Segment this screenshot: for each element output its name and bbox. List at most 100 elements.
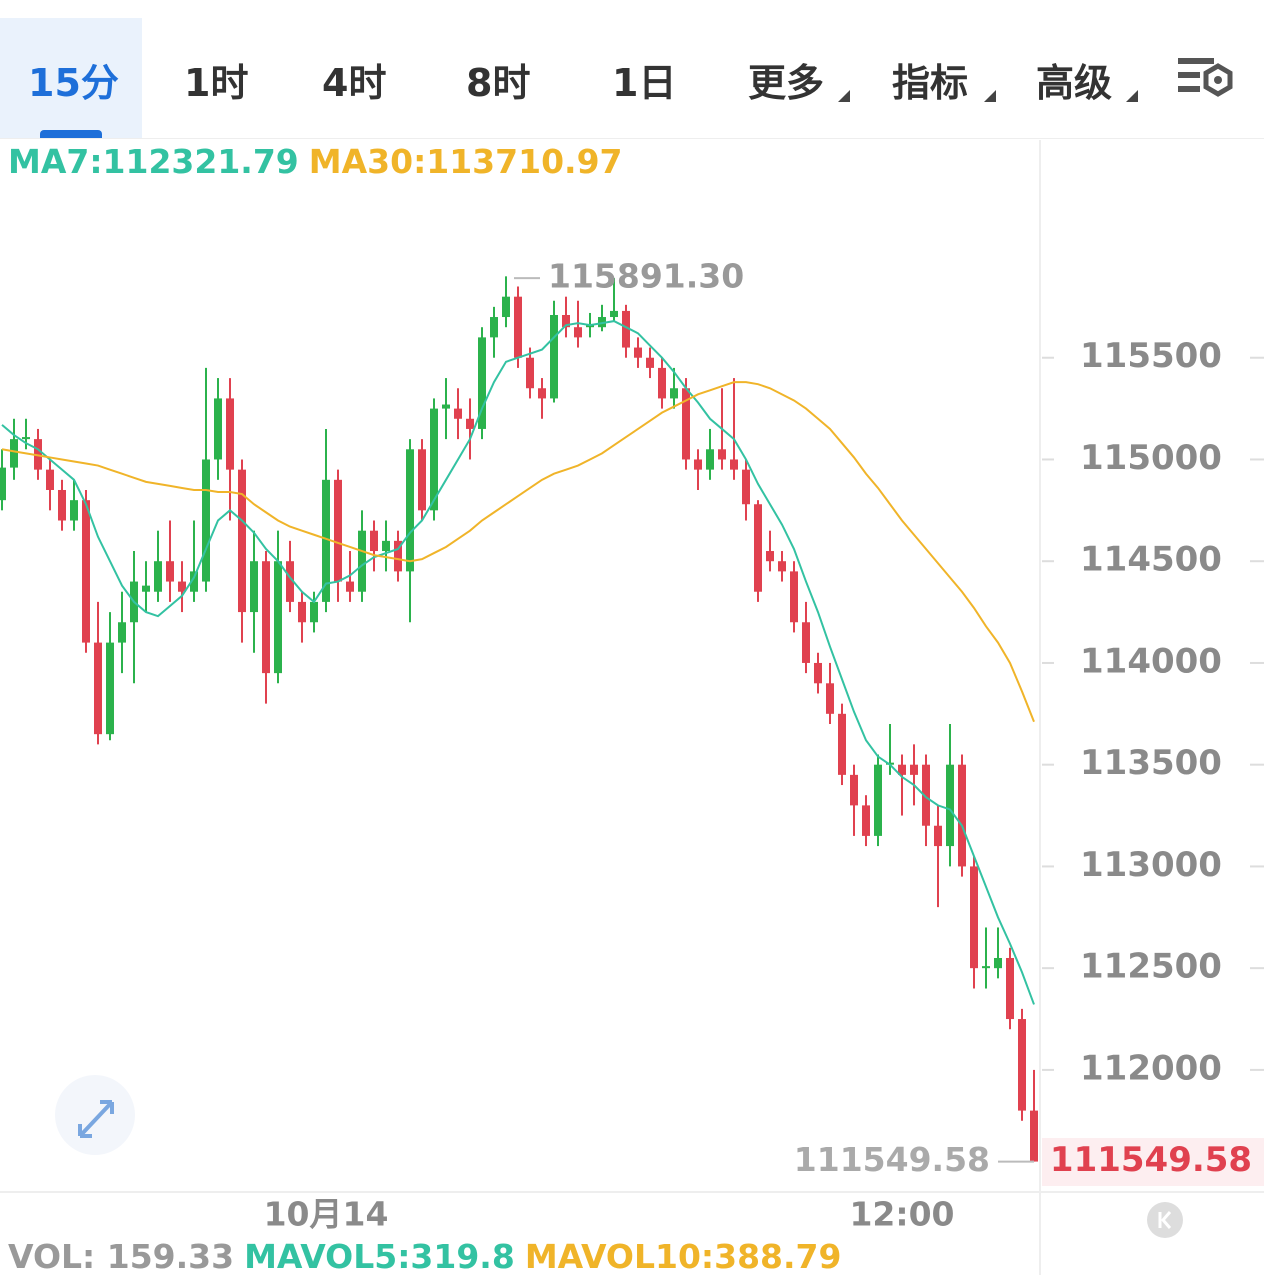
tab[interactable]: 高级 [1036, 61, 1113, 105]
candle-body [946, 764, 954, 847]
candle-body [442, 404, 450, 409]
settings-icon[interactable] [1174, 52, 1244, 112]
dropdown-arrow [1126, 90, 1138, 102]
candle-body [274, 561, 282, 674]
candle-body [694, 459, 702, 470]
last-price-label: 111549.58 [794, 1140, 990, 1179]
candle-body [922, 764, 930, 826]
candle-body [286, 561, 294, 602]
indicator-legend: MA7:112321.79 MA30:113710.97 [8, 142, 623, 181]
icon-bar [1178, 72, 1200, 78]
candle-body [478, 337, 486, 429]
dropdown-arrow [838, 90, 850, 102]
tab[interactable]: 8时 [466, 61, 531, 105]
candle-body [1030, 1110, 1038, 1162]
selected-tab-indicator [40, 130, 102, 138]
tab[interactable]: 15分 [28, 61, 119, 105]
candle-body [574, 327, 582, 338]
candle-body [754, 504, 762, 592]
candle-body [202, 459, 210, 582]
candle-body [142, 585, 150, 592]
scroll-latest-button[interactable] [1147, 1202, 1183, 1238]
y-tick-label: 114000 [1080, 641, 1222, 681]
tab[interactable]: 更多 [748, 61, 825, 105]
tab[interactable]: 1时 [184, 61, 249, 105]
candle-body [166, 561, 174, 582]
y-tick-label: 112500 [1080, 947, 1222, 987]
candle-body [490, 317, 498, 338]
y-tick-label: 113500 [1080, 743, 1222, 783]
candle-body [706, 449, 714, 470]
candle-body [310, 601, 318, 623]
candle-body [970, 866, 978, 969]
candle-body [802, 622, 810, 663]
candle-body [322, 479, 330, 602]
candle-body [826, 683, 834, 714]
candle-body [238, 469, 246, 613]
candle-body [418, 449, 426, 511]
candle-body [34, 439, 42, 470]
candle-body [10, 439, 18, 468]
max-label: 115891.30 [548, 257, 744, 296]
candle-body [46, 469, 54, 490]
candle-body [454, 408, 462, 419]
candle-body [262, 561, 270, 674]
candle-body [670, 388, 678, 399]
candle-body [106, 642, 114, 735]
candle-body [538, 388, 546, 399]
candle-body [1006, 957, 1014, 1020]
candle-body [514, 296, 522, 358]
candle-body [250, 561, 258, 613]
candle-body [298, 601, 306, 623]
volume-label: VOL: 159.33 [8, 1237, 234, 1275]
tab[interactable]: 1日 [612, 61, 677, 105]
y-tick-label: 114500 [1080, 540, 1222, 580]
candle-body [862, 805, 870, 836]
candle-body [634, 347, 642, 358]
candle-body [58, 489, 66, 521]
candle-body [430, 408, 438, 511]
tab[interactable]: 指标 [892, 61, 969, 105]
candle-body [466, 418, 474, 429]
tab[interactable]: 4时 [322, 61, 387, 105]
candle-body [586, 325, 594, 328]
candle-body [910, 764, 918, 775]
x-tick-label: 10月14 [264, 1195, 389, 1234]
y-tick-label: 115500 [1080, 336, 1222, 376]
candle-body [526, 357, 534, 389]
candle-body [406, 449, 414, 572]
candle-body [154, 561, 162, 592]
candle-body [766, 551, 774, 562]
y-tick-label: 113000 [1080, 845, 1222, 885]
candle-body [178, 581, 186, 592]
x-tick-label: 12:00 [849, 1195, 954, 1234]
expand-button[interactable] [55, 1075, 135, 1155]
tab-bar: 15分 1时 4时 8时 1日 更多 指标 高级 [0, 0, 1264, 139]
y-tick-label: 112000 [1080, 1048, 1222, 1088]
candle-body [622, 310, 630, 348]
icon-dot [1214, 76, 1222, 84]
volume-label: MAVOL10:388.79 [525, 1237, 842, 1275]
indicator-label: MA7:112321.79 [8, 142, 299, 181]
icon-bar [1178, 58, 1214, 64]
candle-body [730, 459, 738, 470]
candle-body [550, 314, 558, 399]
candle-body [502, 296, 510, 318]
volume-legend: VOL: 159.33 MAVOL5:319.8 MAVOL10:388.79 [8, 1237, 841, 1275]
candle-body [646, 357, 654, 368]
candle-body [598, 317, 606, 328]
candle-body [718, 449, 726, 460]
candle-body [82, 500, 90, 643]
candle-body [994, 957, 1002, 969]
candle-body [814, 662, 822, 684]
candle-body [226, 398, 234, 470]
scroll-latest-icon [1158, 1211, 1172, 1229]
candle-body [562, 314, 570, 328]
candle-body [214, 398, 222, 460]
candle-body [394, 540, 402, 572]
candle-body [742, 469, 750, 505]
candle-body [982, 966, 990, 969]
indicator-label: MA30:113710.97 [309, 142, 623, 181]
